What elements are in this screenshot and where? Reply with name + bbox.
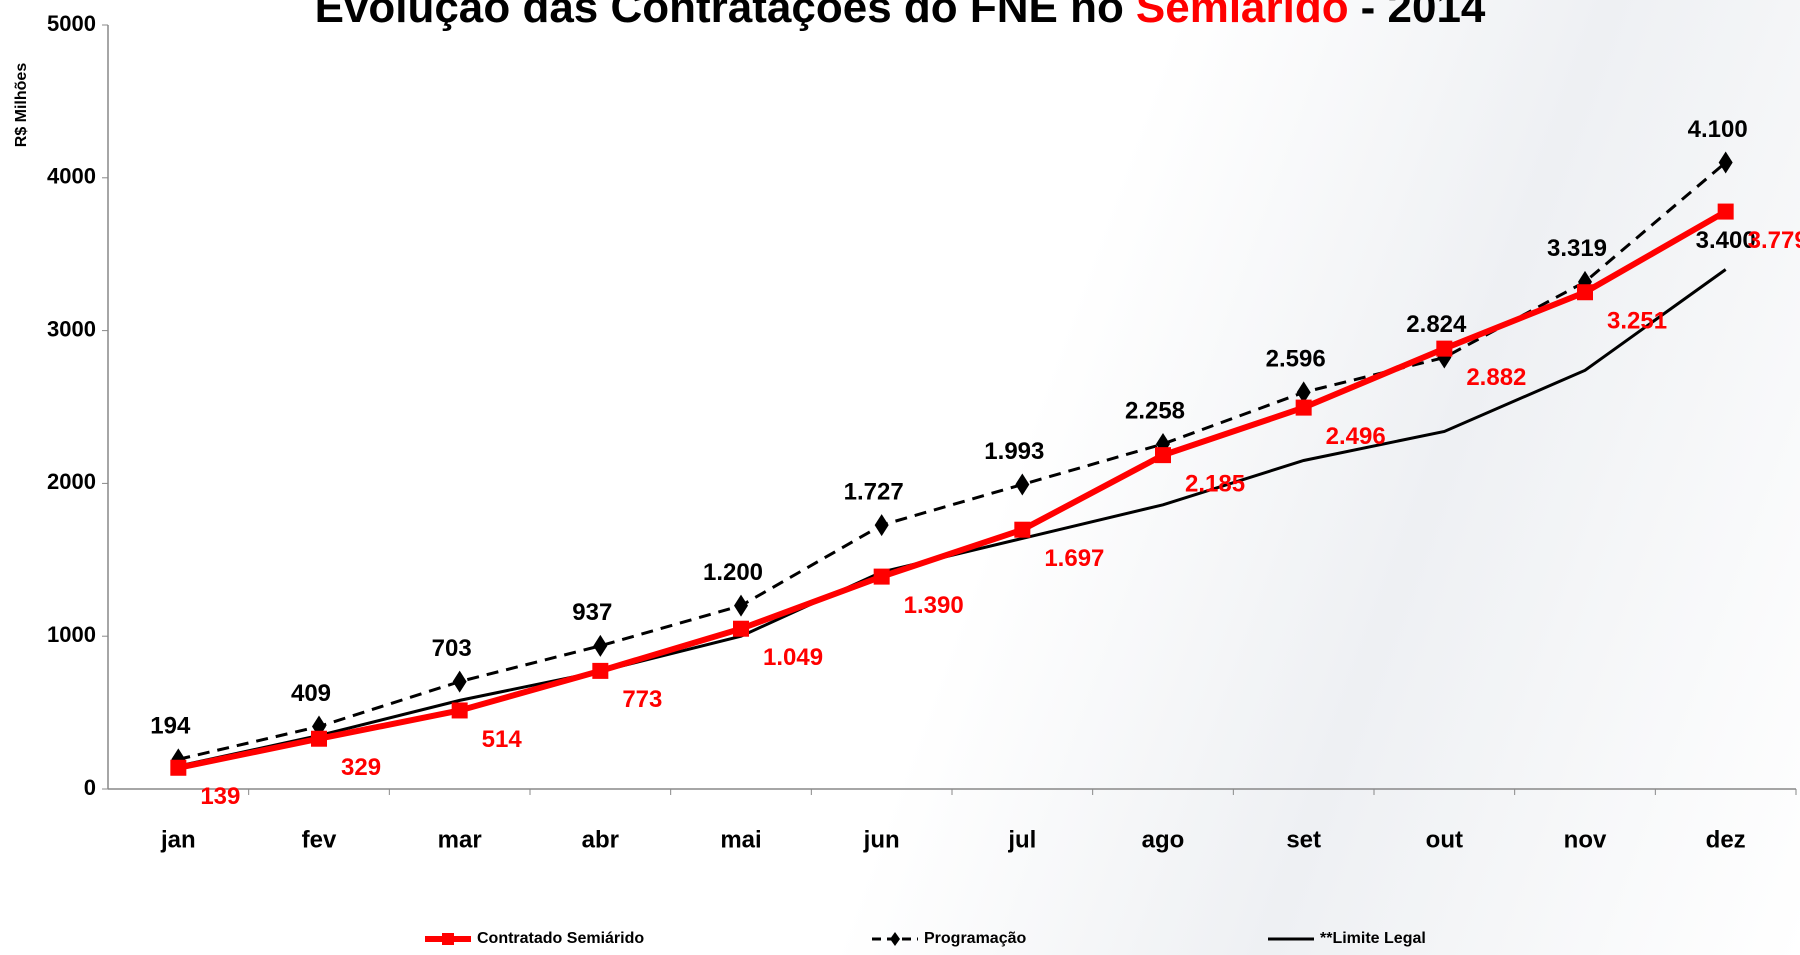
point-marker <box>873 568 890 585</box>
y-tick-label: 5000 <box>47 11 96 36</box>
y-tick-label: 2000 <box>47 469 96 494</box>
x-tick-label: nov <box>1564 826 1607 853</box>
point-marker <box>1014 521 1031 538</box>
x-tick-label: ago <box>1142 826 1185 853</box>
point-marker <box>734 594 748 617</box>
data-label: 2.496 <box>1326 423 1386 450</box>
x-tick-label: out <box>1426 826 1463 853</box>
legend-marker <box>890 932 900 946</box>
y-tick-label: 3000 <box>47 316 96 341</box>
x-tick-label: fev <box>302 826 337 853</box>
data-label: 409 <box>291 680 331 707</box>
point-marker <box>452 670 467 693</box>
point-marker <box>1015 473 1030 496</box>
legend-label: **Limite Legal <box>1320 930 1426 947</box>
data-label: 773 <box>622 686 662 713</box>
point-marker <box>311 730 327 747</box>
y-tick-label: 4000 <box>47 164 96 189</box>
point-marker <box>1717 203 1734 220</box>
data-label: 139 <box>200 783 240 810</box>
data-label: 1.200 <box>703 559 763 586</box>
data-label: 4.100 <box>1688 116 1748 143</box>
data-label: 2.824 <box>1406 311 1467 338</box>
data-label: 2.258 <box>1125 397 1185 424</box>
x-tick-label: abr <box>582 826 619 853</box>
data-label: 3.779 <box>1748 227 1800 254</box>
series-line <box>177 161 1727 761</box>
legend-label: Programação <box>924 930 1026 947</box>
series-line <box>177 208 1728 771</box>
x-tick-label: set <box>1286 826 1321 853</box>
y-axis-label: R$ Milhões <box>13 63 30 148</box>
point-marker <box>1155 447 1171 464</box>
data-label: 937 <box>572 599 612 626</box>
point-marker <box>451 702 468 719</box>
title-highlight: Semiárido <box>1136 0 1349 32</box>
data-label: 1.993 <box>984 438 1044 465</box>
data-label: 2.185 <box>1185 470 1245 497</box>
point-marker <box>1295 399 1312 416</box>
data-label: 194 <box>150 713 191 740</box>
point-marker <box>1577 284 1593 301</box>
data-label: 703 <box>432 635 472 662</box>
data-label: 2.596 <box>1266 346 1326 373</box>
x-tick-label: dez <box>1706 826 1746 853</box>
legend-label: Contratado Semiárido <box>477 930 644 947</box>
chart-title: Evolução das Contratações do FNE no Semiá… <box>315 0 1486 32</box>
data-label: 1.727 <box>844 478 904 505</box>
point-marker <box>1718 151 1733 174</box>
title-part: Evolução das Contratações do FNE no <box>315 0 1124 32</box>
x-tick-label: mar <box>438 826 482 853</box>
x-tick-label: jul <box>1007 826 1036 853</box>
point-marker <box>874 514 889 537</box>
data-label: 3.319 <box>1547 235 1607 262</box>
series-line <box>178 268 1727 768</box>
legend-marker <box>442 933 454 945</box>
data-label: 514 <box>482 726 523 753</box>
data-label: 329 <box>341 754 381 781</box>
x-tick-label: mai <box>720 826 761 853</box>
point-marker <box>592 662 609 679</box>
x-tick-label: jan <box>160 826 196 853</box>
y-tick-label: 0 <box>84 775 96 800</box>
data-label: 1.697 <box>1044 545 1104 572</box>
y-tick-label: 1000 <box>47 622 96 647</box>
data-label: 1.049 <box>763 644 823 671</box>
point-marker <box>1296 381 1311 404</box>
data-label: 3.251 <box>1607 308 1667 335</box>
point-marker <box>1436 340 1453 357</box>
title-part: - 2014 <box>1361 0 1486 32</box>
data-label: 3.400 <box>1696 227 1756 254</box>
point-marker <box>593 634 608 657</box>
point-marker <box>733 620 749 637</box>
data-label: 1.390 <box>904 592 964 619</box>
data-label: 2.882 <box>1466 364 1526 391</box>
x-tick-label: jun <box>863 826 900 853</box>
point-marker <box>170 759 187 776</box>
